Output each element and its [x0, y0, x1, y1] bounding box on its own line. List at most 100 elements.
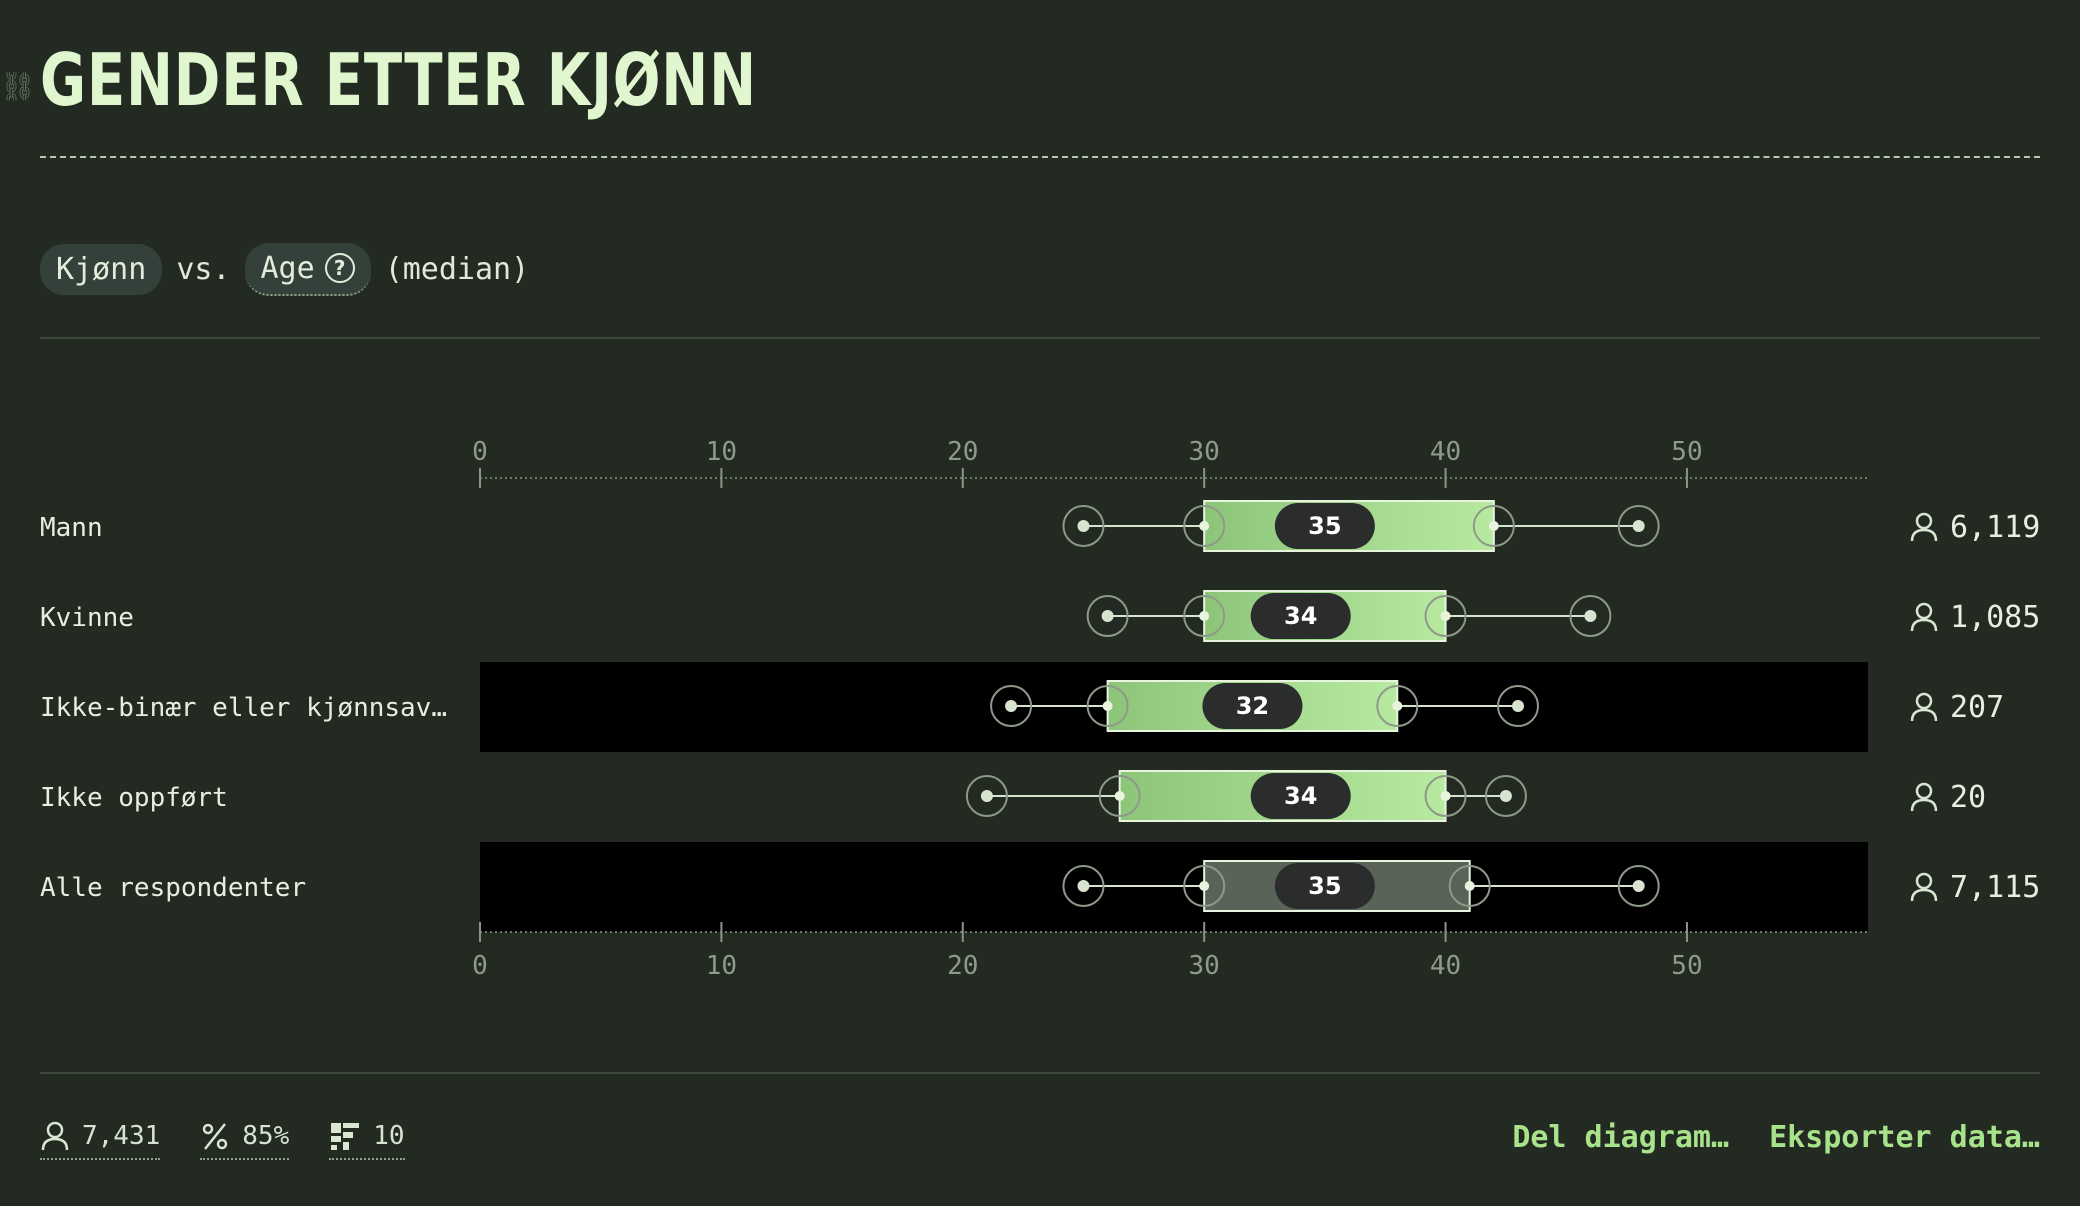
box-row: Kvinne 34 1,085 [40, 590, 2040, 642]
questions-count: 10 [373, 1121, 405, 1151]
whisker-high-marker-ring [1496, 685, 1539, 727]
title-divider [40, 156, 2040, 158]
whisker-high-marker [1632, 520, 1645, 532]
questions-stat[interactable]: 10 [329, 1120, 405, 1160]
row-label: Mann [40, 513, 103, 543]
whisker-high-marker-ring [1617, 505, 1660, 547]
whisker-low-marker-ring [1086, 595, 1129, 637]
q1-marker-ring [1183, 595, 1226, 637]
median-value: 34 [1284, 602, 1317, 630]
tick-label: 0 [472, 951, 488, 981]
tick-label: 40 [1430, 437, 1461, 467]
tick-label: 10 [706, 951, 737, 981]
box-row: Ikke-binær eller kjønnsav… 32 207 [40, 680, 2004, 732]
person-icon [1910, 782, 1938, 812]
divider [40, 1072, 2040, 1074]
median-pill [1274, 503, 1375, 549]
q1-marker-ring [1183, 505, 1226, 547]
q3-marker [1440, 611, 1451, 621]
row-count: 207 [1950, 690, 2004, 725]
divider [40, 337, 2040, 339]
whisker-high-marker [1632, 880, 1645, 892]
variable-pill-age[interactable]: Age ? [244, 242, 371, 296]
whisker-high-marker [1511, 700, 1524, 712]
tick-label: 10 [706, 437, 737, 467]
q1-marker-ring [1098, 775, 1141, 817]
whisker-high-marker-ring [1569, 595, 1612, 637]
whisker-low-marker [980, 790, 993, 802]
whisker-low-marker [1077, 520, 1090, 532]
q3-marker-ring [1448, 865, 1491, 907]
box-row: Ikke oppført 34 20 [40, 770, 1986, 822]
whisker-low-marker [1101, 610, 1114, 622]
tick-label: 50 [1671, 437, 1702, 467]
variable-label: Kjønn [56, 251, 147, 287]
share-chart-button[interactable]: Del diagram… [1512, 1120, 1730, 1155]
respondents-stat[interactable]: 7,431 [40, 1120, 161, 1160]
questions-icon [331, 1123, 360, 1150]
median-pill [1250, 593, 1351, 639]
q3-marker-ring [1424, 775, 1467, 817]
q1-marker [1199, 611, 1210, 621]
footer-stats: 7,431 85% 10 [40, 1120, 405, 1160]
q3-marker-ring [1376, 685, 1419, 727]
tick-label: 0 [472, 437, 488, 467]
row-count: 7,115 [1950, 870, 2040, 905]
q1-marker [1199, 881, 1210, 891]
box-row: Mann 35 6,119 [40, 500, 2040, 552]
person-icon [1910, 512, 1938, 542]
row-count: 6,119 [1950, 510, 2040, 545]
person-icon [1910, 872, 1938, 902]
row-label: Ikke-binær eller kjønnsav… [40, 693, 447, 723]
q3-marker-ring [1424, 595, 1467, 637]
whisker-low-marker [1077, 880, 1090, 892]
tick-label: 20 [947, 437, 978, 467]
tick-label: 50 [1671, 951, 1702, 981]
help-icon[interactable]: ? [324, 253, 355, 283]
median-value: 35 [1308, 512, 1341, 540]
variable-pill-kjonn[interactable]: Kjønn [40, 243, 163, 295]
q1-marker [1102, 701, 1113, 711]
q3-marker [1392, 701, 1403, 711]
whisker-low-marker [1005, 700, 1018, 712]
tick-label: 30 [1189, 437, 1220, 467]
page-title: GENDER ETTER KJØNN [40, 38, 757, 122]
percent-stat[interactable]: 85% [200, 1120, 290, 1160]
box-row: Alle respondenter 35 7,115 [40, 860, 2040, 912]
median-pill [1202, 683, 1303, 729]
median-pill [1250, 773, 1351, 819]
row-count: 1,085 [1950, 600, 2040, 635]
q3-marker [1464, 881, 1475, 891]
footer-actions: Del diagram… Eksporter data… [1512, 1120, 2040, 1155]
vs-label: vs. [176, 251, 231, 287]
whisker-low-marker-ring [1062, 505, 1105, 547]
export-data-button[interactable]: Eksporter data… [1769, 1120, 2040, 1155]
whisker-high-marker-ring [1617, 865, 1660, 907]
person-icon [1910, 602, 1938, 632]
chart-subtitle: Kjønn vs. Age ? (median) [40, 240, 529, 298]
person-icon [1910, 692, 1938, 722]
median-value: 34 [1284, 782, 1317, 810]
respondents-count: 7,431 [82, 1121, 161, 1151]
whisker-high-marker [1584, 610, 1597, 622]
whisker-low-marker-ring [965, 775, 1008, 817]
whisker-high-marker [1499, 790, 1512, 802]
person-icon [41, 1121, 69, 1151]
tick-label: 30 [1189, 951, 1220, 981]
q3-marker [1440, 791, 1451, 801]
median-value: 35 [1308, 872, 1341, 900]
q1-marker [1199, 521, 1210, 531]
q1-marker-ring [1183, 865, 1226, 907]
tick-label: 20 [947, 951, 978, 981]
q3-marker [1488, 521, 1499, 531]
median-pill [1274, 863, 1375, 909]
variable-label: Age [260, 250, 315, 286]
row-count: 20 [1950, 780, 1986, 815]
statistic-label: (median) [384, 251, 530, 287]
whisker-low-marker-ring [990, 685, 1033, 727]
percent-value: 85% [242, 1121, 290, 1151]
row-label: Ikke oppført [40, 783, 228, 813]
tick-label: 40 [1430, 951, 1461, 981]
whisker-low-marker-ring [1062, 865, 1105, 907]
